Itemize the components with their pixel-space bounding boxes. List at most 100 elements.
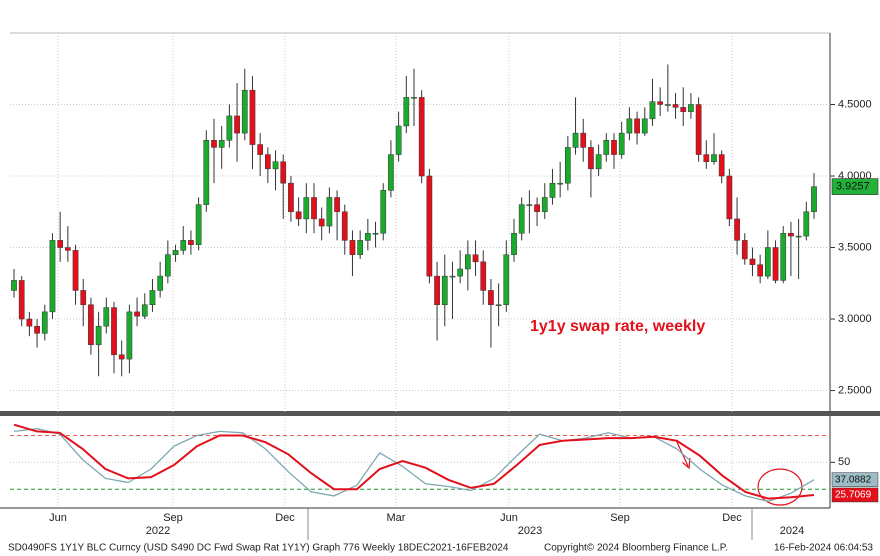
y-tick-label: 3.5000 [838,241,872,253]
candle-body [495,304,502,306]
oscillator-line [13,428,815,502]
candle-body [711,154,717,162]
candle-body [203,140,210,205]
candle-body [411,97,417,99]
candle-body [549,182,556,198]
candle-body [357,240,364,255]
candle-body [372,232,379,235]
candle-body [249,89,256,145]
candle-body [788,232,794,237]
x-tick-label: Mar [387,512,406,524]
candle-body [318,218,325,227]
candle-body [164,254,171,277]
year-label: 2024 [780,525,804,537]
last-value-box [831,472,879,487]
candle-body [34,325,40,334]
candle-body [734,218,740,241]
year-label: 2022 [146,525,170,537]
candle-body [334,197,340,213]
candle-body [72,250,79,291]
x-tick-label: Jun [500,512,518,524]
candle-body [341,211,348,241]
candle-body [157,275,164,291]
candle-body [395,125,402,155]
candle-body [49,240,56,313]
candle-body [141,304,148,317]
candle-body [449,275,456,278]
last-value-label: 25.7069 [835,490,872,501]
last-value-label: 3.9257 [836,181,870,193]
candle-body [564,147,571,184]
candle-body [541,197,548,213]
candle-body [218,140,225,148]
candle-body [703,154,710,162]
candle-body [649,101,656,120]
last-value-box [831,178,879,195]
candle-body [634,118,640,134]
candle-body [149,290,156,305]
candle-body [272,161,279,170]
footer-description: SD0490FS 1Y1Y BLC Curncy (USD S490 DC Fw… [8,543,509,554]
candle-body [172,250,179,255]
footer-copyright: Copyright© 2024 Bloomberg Finance L.P. [544,543,728,554]
candle-body [103,307,110,327]
candle-body [41,311,48,334]
last-value-box [831,487,879,503]
candle-body [418,97,425,177]
candle-body [534,204,540,213]
candle-body [811,186,817,213]
candle-body [234,115,240,134]
candle-body [772,247,779,281]
candle-body [118,354,125,360]
candle-body [757,264,764,277]
x-tick-label: Sep [163,512,183,524]
candle-body [464,254,471,270]
year-label: 2023 [518,525,542,537]
candle-body [518,204,525,234]
candle-body [434,275,440,305]
candle-body [11,280,17,291]
candle-body [726,175,733,220]
candle-body [488,290,494,305]
candle-body [526,204,533,206]
candle-body [764,247,771,277]
candle-body [311,197,317,220]
candle-body [595,154,602,170]
candle-body [672,104,679,108]
candle-body [780,232,787,281]
candle-body [695,104,702,155]
y-tick-label: 3.0000 [838,313,872,325]
candle-body [618,132,625,155]
candle-body [134,311,140,317]
annotation: 1y1y swap rate, weekly [530,318,705,335]
candle-body [580,132,587,148]
arrow-head [681,457,691,470]
candle-body [264,154,271,170]
footer-timestamp: 16-Feb-2024 06:04:53 [774,543,873,554]
candle-body [511,232,517,255]
candle-body [664,104,671,106]
y-tick-label: 50 [838,456,850,468]
candle-body [349,240,356,255]
candle-body [503,254,510,305]
x-tick-label: Dec [722,512,742,524]
candle-body [749,258,756,265]
candle-body [18,280,25,320]
candle-body [803,211,810,237]
candle-body [180,240,187,251]
candle-body [241,89,248,134]
candle-body [572,132,579,148]
y-tick-label: 2.5000 [838,384,872,396]
candle-body [88,304,94,346]
candle-body [588,147,594,170]
candle-body [195,204,202,245]
candle-body [95,325,102,346]
panel-separator [0,411,880,416]
last-value-label: 37.0882 [835,474,872,485]
candle-body [480,261,487,291]
candle-body [718,154,725,177]
y-tick-label: 4.5000 [838,98,872,110]
x-tick-label: Jun [49,512,67,524]
